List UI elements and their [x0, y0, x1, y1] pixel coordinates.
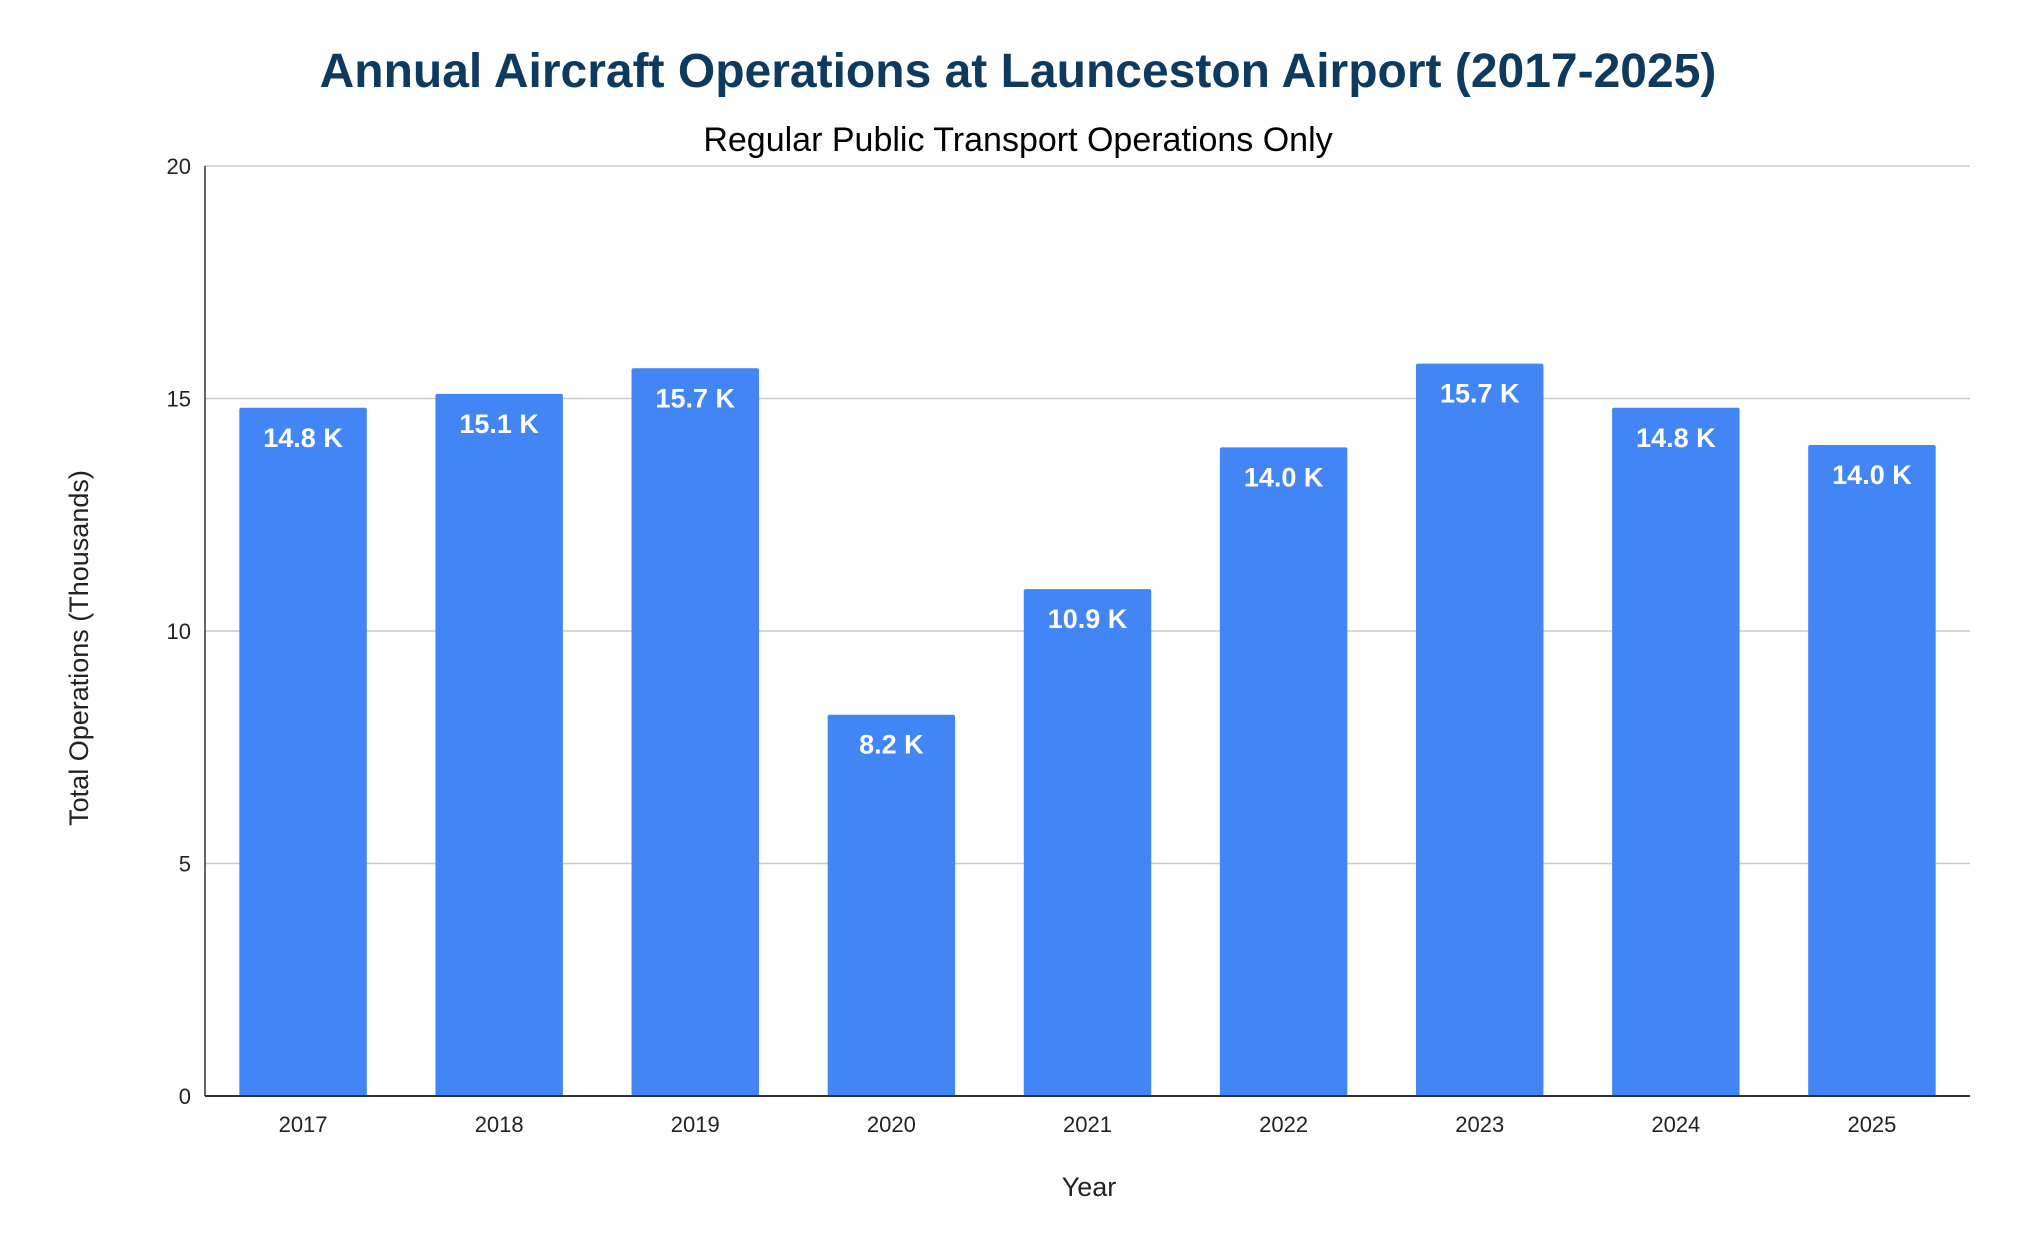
data-labels: 14.8 K 15.1 K 15.7 K 8.2 K 10.9 K 14.0 K 15.7 …	[263, 379, 1912, 760]
x-axis-title: Year	[1062, 1172, 1117, 1202]
bar-2023	[1415, 363, 1544, 1096]
x-tick-label-2025: 2025	[1847, 1112, 1896, 1137]
x-tick-label-2020: 2020	[867, 1112, 916, 1137]
x-tick-label-2019: 2019	[671, 1112, 720, 1137]
x-tick-label-2017: 2017	[279, 1112, 328, 1137]
y-tick-label: 15	[167, 387, 191, 412]
data-label-2025: 14.0 K	[1832, 460, 1912, 490]
x-tick-label-2018: 2018	[475, 1112, 524, 1137]
x-axis-ticks: 2017 2018 2019 2020 2021 2022 2023 2024 2025	[279, 1112, 1897, 1137]
y-tick-label: 0	[179, 1084, 191, 1109]
y-axis-ticks: 0 5 10 15 20	[167, 154, 191, 1109]
bars	[239, 363, 1936, 1097]
data-label-2018: 15.1 K	[459, 409, 539, 439]
data-label-2022: 14.0 K	[1244, 462, 1324, 492]
bar-2019	[631, 368, 760, 1096]
data-label-2023: 15.7 K	[1440, 379, 1520, 409]
bar-2018	[435, 393, 563, 1097]
y-axis-title: Total Operations (Thousands)	[64, 470, 94, 826]
x-tick-label-2024: 2024	[1651, 1112, 1700, 1137]
bar-2017	[239, 407, 367, 1096]
bar-2020	[827, 714, 956, 1096]
x-tick-label-2023: 2023	[1455, 1112, 1504, 1137]
data-label-2017: 14.8 K	[263, 423, 343, 453]
chart-title: Annual Aircraft Operations at Launceston…	[320, 45, 1717, 98]
bar-2024	[1612, 407, 1740, 1096]
bar-2022	[1219, 447, 1348, 1096]
y-tick-label: 20	[167, 154, 191, 179]
bar-2021	[1023, 589, 1152, 1096]
data-label-2019: 15.7 K	[655, 383, 735, 413]
chart-subtitle: Regular Public Transport Operations Only	[703, 121, 1332, 159]
bar-2025	[1808, 445, 1936, 1096]
data-label-2020: 8.2 K	[859, 730, 924, 760]
y-tick-label: 5	[179, 852, 191, 877]
x-tick-label-2022: 2022	[1259, 1112, 1308, 1137]
axes	[204, 166, 1970, 1097]
data-label-2021: 10.9 K	[1048, 604, 1128, 634]
data-label-2024: 14.8 K	[1636, 423, 1716, 453]
x-tick-label-2021: 2021	[1063, 1112, 1112, 1137]
y-tick-label: 10	[167, 619, 191, 644]
